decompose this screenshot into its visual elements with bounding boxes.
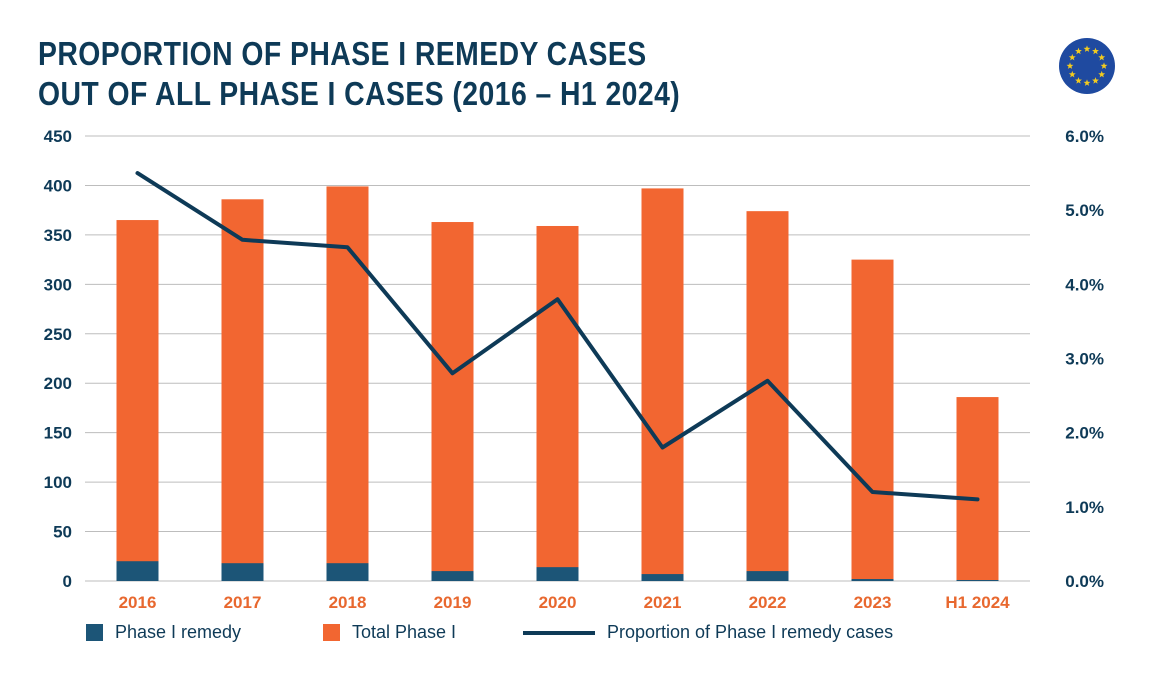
category-label: 2019: [434, 593, 472, 612]
left-axis-tick-label: 350: [44, 226, 72, 245]
legend-item-remedy: Phase I remedy: [86, 622, 241, 643]
legend-swatch-remedy: [86, 624, 103, 641]
bar-phase-i-remedy: [116, 561, 159, 581]
bar-total-phase-i: [956, 397, 999, 581]
bar-phase-i-remedy: [641, 574, 684, 581]
eu-flag-star: [1092, 47, 1099, 55]
right-axis-tick-label: 0.0%: [1065, 572, 1104, 591]
eu-flag-star: [1075, 47, 1082, 55]
category-label: 2022: [749, 593, 787, 612]
right-axis-tick-label: 2.0%: [1065, 424, 1104, 443]
right-axis-tick-label: 4.0%: [1065, 275, 1104, 294]
category-label: 2021: [644, 593, 682, 612]
left-axis-tick-label: 50: [53, 523, 72, 542]
left-axis-tick-label: 250: [44, 325, 72, 344]
bar-phase-i-remedy: [746, 571, 789, 581]
category-label: 2020: [539, 593, 577, 612]
right-axis-tick-label: 1.0%: [1065, 498, 1104, 517]
category-label: 2018: [329, 593, 367, 612]
eu-flag-star: [1098, 70, 1106, 78]
category-label: 2017: [224, 593, 262, 612]
left-axis-tick-label: 450: [44, 127, 72, 146]
bar-total-phase-i: [221, 199, 264, 582]
legend-label-remedy: Phase I remedy: [115, 622, 242, 642]
legend: Phase I remedy Total Phase I Proportion …: [0, 622, 1159, 652]
eu-flag-star: [1083, 79, 1091, 86]
left-axis-tick-label: 300: [44, 275, 72, 294]
left-axis-tick-label: 400: [44, 176, 72, 195]
left-axis-tick-label: 0: [63, 572, 72, 591]
eu-flag-star: [1075, 77, 1082, 84]
bar-total-phase-i: [116, 220, 159, 582]
bar-total-phase-i: [431, 222, 474, 582]
right-axis-tick-label: 5.0%: [1065, 201, 1104, 220]
bar-total-phase-i: [851, 259, 894, 581]
eu-flag-star: [1083, 45, 1091, 52]
bar-total-phase-i: [536, 225, 579, 581]
legend-label-total: Total Phase I: [352, 622, 457, 642]
eu-flag-star: [1098, 53, 1106, 61]
category-label: 2023: [854, 593, 892, 612]
legend-swatch-total: [323, 624, 340, 641]
eu-flag-star: [1092, 77, 1099, 84]
eu-flag-star: [1100, 62, 1108, 69]
category-label: 2016: [119, 593, 157, 612]
category-label: H1 2024: [945, 593, 1010, 612]
bar-phase-i-remedy: [326, 563, 369, 581]
chart-title-line-2: OUT OF ALL PHASE I CASES (2016 – H1 2024…: [38, 75, 681, 112]
bar-total-phase-i: [641, 188, 684, 581]
legend-label-proportion: Proportion of Phase I remedy cases: [607, 622, 894, 642]
eu-flag-star: [1066, 62, 1074, 69]
eu-flag-star: [1068, 70, 1076, 78]
bar-phase-i-remedy: [956, 580, 999, 581]
right-axis-tick-label: 6.0%: [1065, 127, 1104, 146]
chart-title-line-1: PROPORTION OF PHASE I REMEDY CASES: [38, 35, 647, 72]
legend-item-total: Total Phase I: [323, 622, 456, 643]
eu-flag-star: [1068, 53, 1076, 61]
left-axis-tick-label: 200: [44, 374, 72, 393]
eu-flag-icon: [1059, 38, 1115, 94]
legend-swatch-proportion: [523, 630, 595, 635]
bar-phase-i-remedy: [221, 563, 264, 581]
bar-phase-i-remedy: [536, 567, 579, 581]
bar-phase-i-remedy: [431, 571, 474, 581]
chart-title: PROPORTION OF PHASE I REMEDY CASES OUT O…: [38, 34, 680, 114]
legend-item-proportion: Proportion of Phase I remedy cases: [523, 622, 893, 643]
bar-total-phase-i: [326, 186, 369, 581]
left-axis-tick-label: 150: [44, 424, 72, 443]
right-axis-tick-label: 3.0%: [1065, 350, 1104, 369]
bar-phase-i-remedy: [851, 579, 894, 581]
left-axis-tick-label: 100: [44, 473, 72, 492]
